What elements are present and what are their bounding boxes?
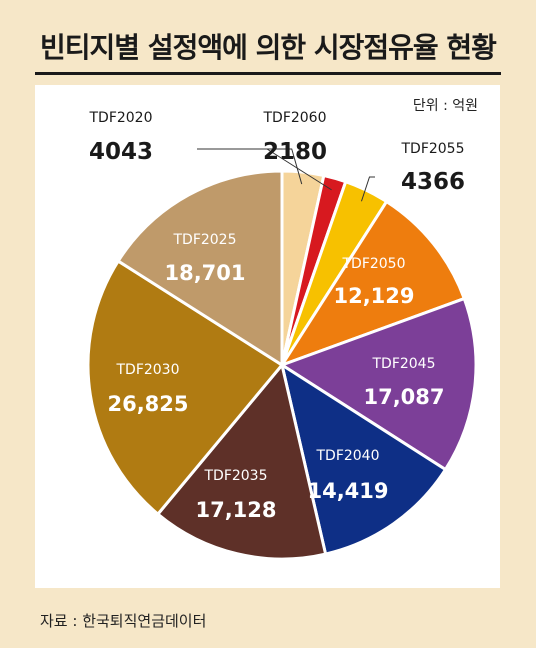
- slice-value-tdf2020: 4043: [89, 139, 153, 165]
- leader-line-tdf2060: [266, 148, 332, 191]
- pie-slice-tdf2040: [280, 363, 447, 556]
- page-title: 빈티지별 설정액에 의한 시장점유율 현황: [40, 31, 497, 64]
- leader-line-tdf2020: [197, 148, 303, 185]
- slice-value-tdf2040: 14,419: [307, 479, 388, 503]
- slice-label-tdf2035: TDF2035: [203, 468, 267, 484]
- slice-label-tdf2025: TDF2025: [172, 232, 236, 248]
- unit-label: 단위 : 억원: [412, 98, 478, 114]
- slice-label-tdf2040: TDF2040: [315, 448, 379, 464]
- pie-slice-tdf2035: [156, 363, 328, 561]
- slice-label-tdf2030: TDF2030: [115, 362, 179, 378]
- pie-slice-tdf2030: [86, 259, 284, 516]
- slice-value-tdf2055: 4366: [401, 169, 465, 195]
- title-divider: [35, 72, 501, 75]
- pie-chart: TDF2020 4043 TDF2060 2180 TDF2055 4366 TDF2050…: [86, 110, 478, 561]
- slice-value-tdf2045: 17,087: [363, 385, 444, 409]
- slice-label-tdf2055: TDF2055: [400, 141, 464, 157]
- slice-label-tdf2020: TDF2020: [88, 110, 152, 126]
- slice-value-tdf2060: 2180: [263, 139, 327, 165]
- slice-label-tdf2060: TDF2060: [262, 110, 326, 126]
- slice-value-tdf2025: 18,701: [164, 261, 245, 285]
- source-note: 자료 : 한국퇴직연금데이터: [40, 612, 207, 630]
- leader-line-tdf2055: [360, 176, 375, 202]
- slice-value-tdf2035: 17,128: [195, 498, 276, 522]
- pie-slice-tdf2045: [280, 297, 478, 472]
- slice-value-tdf2030: 26,825: [107, 392, 188, 416]
- slice-label-tdf2050: TDF2050: [341, 256, 405, 272]
- slice-value-tdf2050: 12,129: [333, 284, 414, 308]
- pie-slice-tdf2050: [280, 200, 466, 367]
- pie-slice-tdf2025: [116, 169, 284, 367]
- chart-panel: 단위 : 억원 TDF2020 4043 TDF2060 2180 TDF2055 436…: [35, 85, 500, 588]
- slice-label-tdf2045: TDF2045: [371, 356, 435, 372]
